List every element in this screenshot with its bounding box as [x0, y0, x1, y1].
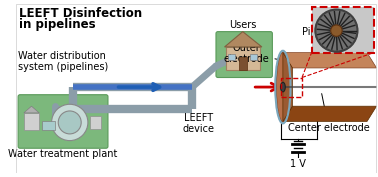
Ellipse shape [280, 82, 285, 92]
Text: Center electrode: Center electrode [288, 94, 370, 133]
Bar [281, 78, 302, 97]
Bar [90, 116, 101, 129]
Polygon shape [283, 106, 376, 121]
Bar [250, 54, 257, 60]
Bar [311, 7, 374, 53]
Text: 1 V: 1 V [290, 159, 306, 169]
Text: LEEFT Disinfection: LEEFT Disinfection [19, 7, 142, 20]
Bar [42, 121, 56, 130]
Text: Pipeline: Pipeline [302, 27, 340, 51]
Text: Water distribution
system (pipelines): Water distribution system (pipelines) [18, 51, 108, 72]
Polygon shape [283, 53, 376, 68]
Circle shape [315, 10, 358, 52]
Text: in pipelines: in pipelines [19, 18, 96, 31]
Bar [239, 57, 246, 70]
Text: Water treatment plant: Water treatment plant [8, 149, 118, 159]
Polygon shape [225, 32, 262, 47]
Ellipse shape [276, 52, 290, 122]
Text: Users: Users [229, 20, 256, 30]
Bar [228, 54, 235, 60]
FancyBboxPatch shape [216, 32, 273, 78]
Bar [226, 47, 260, 70]
FancyBboxPatch shape [18, 95, 108, 148]
Polygon shape [24, 106, 39, 113]
Text: LEEFT
device: LEEFT device [183, 113, 215, 134]
Circle shape [51, 104, 88, 141]
Circle shape [331, 25, 342, 36]
Circle shape [58, 111, 81, 134]
Bar [24, 113, 39, 130]
Text: Outer
electrode: Outer electrode [224, 43, 280, 64]
Polygon shape [283, 53, 293, 121]
